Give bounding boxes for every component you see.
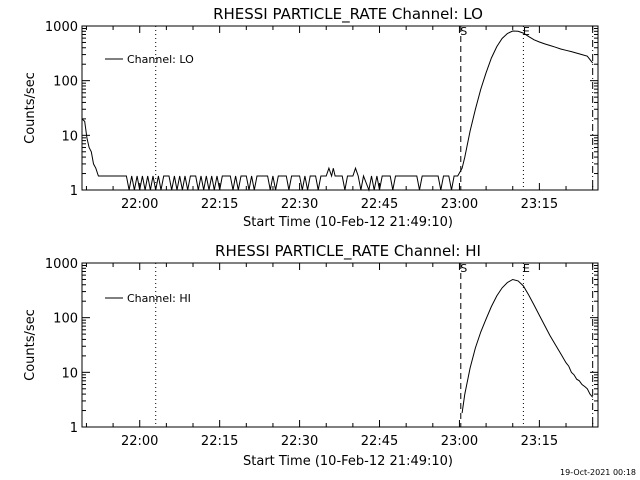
lo-x-tick-label: 23:00	[441, 197, 478, 212]
lo-marker-label-e: E	[523, 25, 530, 38]
hi-chart-title: RHESSI PARTICLE_RATE Channel: HI	[215, 242, 481, 261]
lo-legend-label: Channel: LO	[127, 53, 194, 66]
lo-x-tick-label: 22:15	[201, 197, 238, 212]
lo-y-axis-label: Counts/sec	[23, 72, 38, 144]
lo-axis-ticks: 22:00 22:15 22:30 22:45 23:00 23:15 1 10 100 1000	[45, 20, 598, 212]
generation-timestamp: 19-Oct-2021 00:18	[560, 468, 636, 477]
hi-marker-label-s: S	[460, 262, 467, 275]
lo-legend: Channel: LO	[105, 53, 194, 66]
hi-x-tick-label: 23:00	[441, 434, 478, 449]
lo-marker-label-s: S	[460, 25, 467, 38]
lo-y-tick-label: 100	[53, 75, 78, 90]
hi-y-tick-label: 10	[61, 366, 78, 381]
hi-series-line	[461, 278, 594, 414]
lo-y-tick-label: 1000	[45, 20, 78, 35]
lo-y-tick-label: 1	[70, 184, 78, 199]
hi-x-tick-label: 22:00	[121, 434, 158, 449]
lo-x-tick-label: 22:00	[121, 197, 158, 212]
hi-plot-frame	[81, 262, 599, 428]
hi-y-tick-label: 1000	[45, 257, 78, 272]
lo-x-tick-label: 22:30	[281, 197, 318, 212]
hi-legend-label: Channel: HI	[127, 292, 191, 305]
hi-x-tick-label: 22:15	[201, 434, 238, 449]
lo-x-axis-label: Start Time (10-Feb-12 21:49:10)	[243, 215, 453, 230]
hi-marker-label-e: E	[523, 262, 530, 275]
hi-x-axis-label: Start Time (10-Feb-12 21:49:10)	[243, 454, 453, 469]
lo-chart-title: RHESSI PARTICLE_RATE Channel: LO	[213, 5, 483, 24]
hi-y-tick-label: 1	[70, 421, 78, 436]
hi-series-layer	[461, 278, 594, 414]
hi-y-tick-label: 100	[53, 312, 78, 327]
hi-x-tick-label: 22:30	[281, 434, 318, 449]
lo-plot-frame	[81, 25, 599, 191]
hi-axis-ticks: 22:00 22:15 22:30 22:45 23:00 23:15 1 10 100 1000	[45, 257, 598, 449]
lo-y-tick-label: 10	[61, 129, 78, 144]
hi-y-axis-label: Counts/sec	[23, 309, 38, 381]
hi-x-tick-label: 22:45	[361, 434, 398, 449]
lo-x-tick-label: 23:15	[521, 197, 558, 212]
hi-x-tick-label: 23:15	[521, 434, 558, 449]
hi-legend: Channel: HI	[105, 292, 191, 305]
lo-x-tick-label: 22:45	[361, 197, 398, 212]
